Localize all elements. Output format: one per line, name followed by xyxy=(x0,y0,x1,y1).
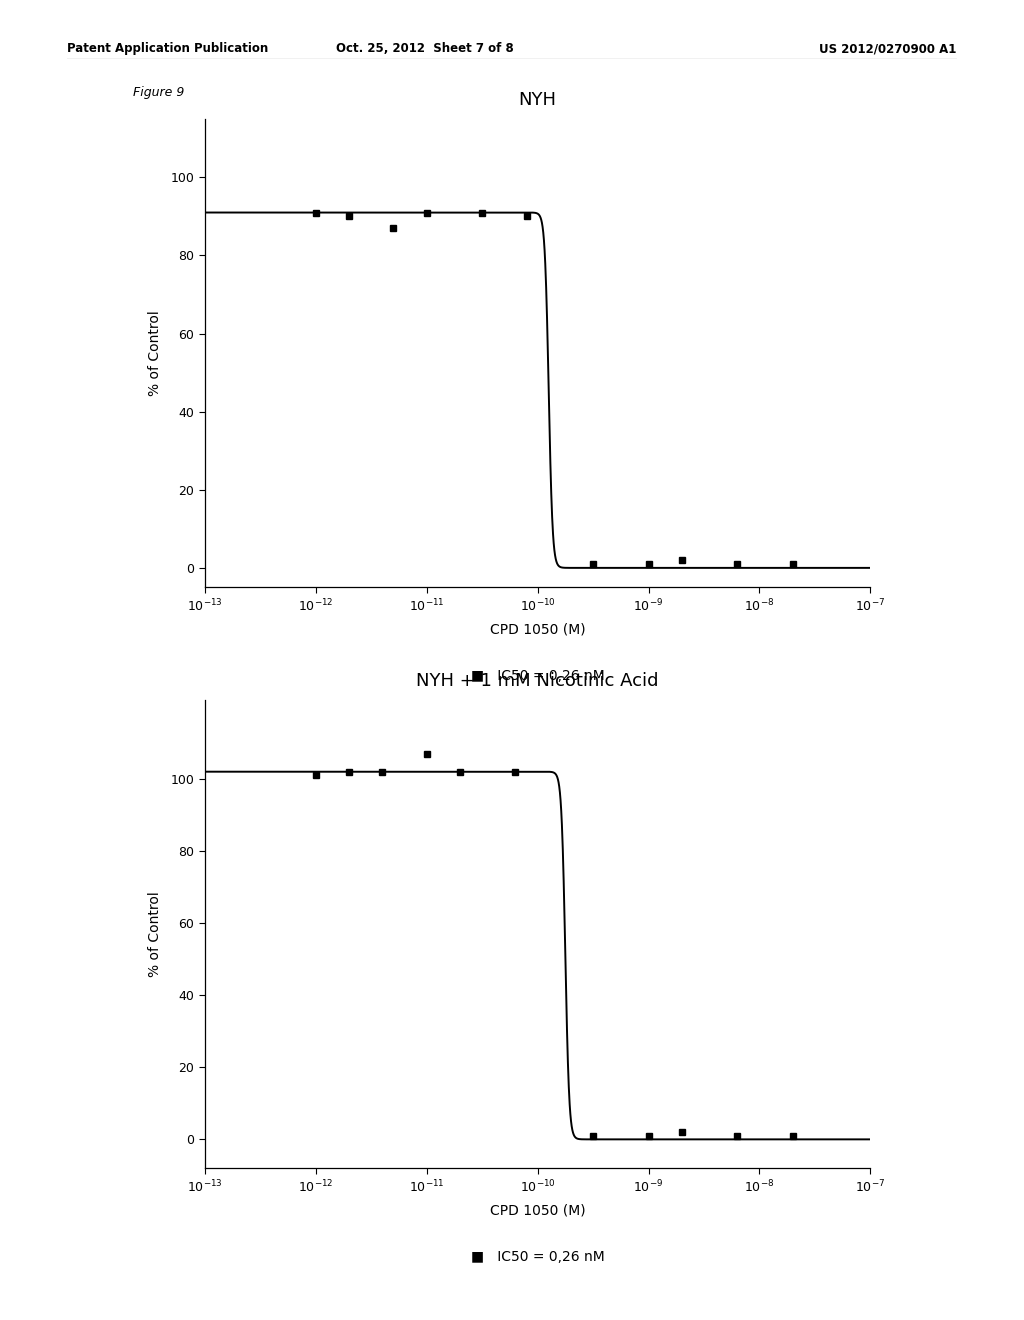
X-axis label: CPD 1050 (M): CPD 1050 (M) xyxy=(489,623,586,636)
Text: ■   IC50 = 0,26 nM: ■ IC50 = 0,26 nM xyxy=(471,1250,604,1265)
Y-axis label: % of Control: % of Control xyxy=(148,891,162,977)
Text: US 2012/0270900 A1: US 2012/0270900 A1 xyxy=(819,42,956,55)
Text: Figure 9: Figure 9 xyxy=(133,86,184,99)
Text: ■   IC50 = 0,26 nM: ■ IC50 = 0,26 nM xyxy=(471,669,604,684)
Title: NYH: NYH xyxy=(518,91,557,110)
Title: NYH + 1 mM Nicotinic Acid: NYH + 1 mM Nicotinic Acid xyxy=(417,672,658,690)
Text: Oct. 25, 2012  Sheet 7 of 8: Oct. 25, 2012 Sheet 7 of 8 xyxy=(336,42,514,55)
Text: Patent Application Publication: Patent Application Publication xyxy=(67,42,268,55)
X-axis label: CPD 1050 (M): CPD 1050 (M) xyxy=(489,1204,586,1217)
Y-axis label: % of Control: % of Control xyxy=(148,310,162,396)
